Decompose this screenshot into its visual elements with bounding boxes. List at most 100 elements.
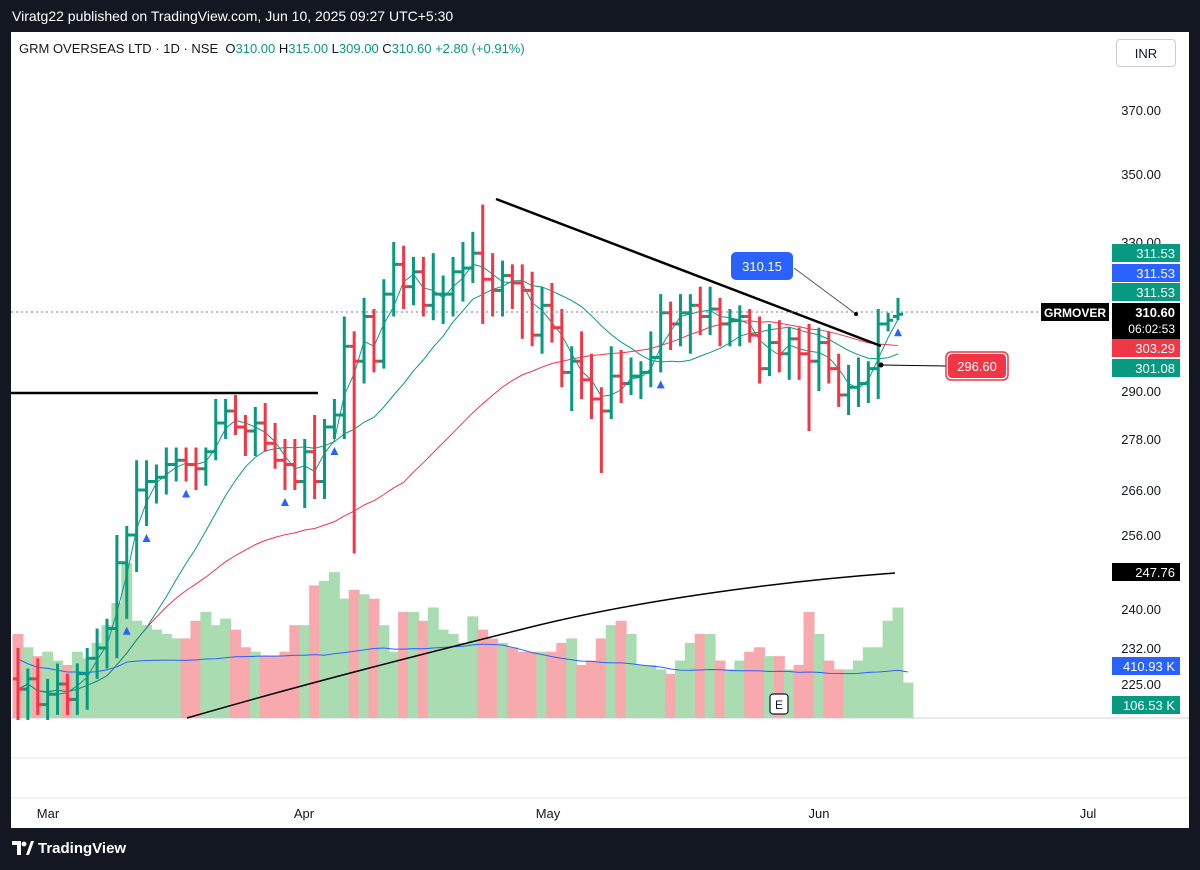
volume-bar bbox=[674, 660, 686, 718]
volume-bar bbox=[546, 651, 558, 718]
signal-triangle-icon bbox=[142, 534, 151, 542]
volume-bar bbox=[585, 660, 597, 718]
volume-bar bbox=[556, 642, 568, 718]
sma-fast-c-badge-bg bbox=[1112, 283, 1180, 301]
callout-box-1 bbox=[731, 252, 793, 280]
volume-bar bbox=[872, 647, 884, 718]
volume-bar bbox=[279, 651, 291, 718]
volume-bar bbox=[269, 656, 281, 718]
legend-high-value: 315.00 bbox=[288, 41, 329, 56]
volume-bar bbox=[615, 620, 627, 718]
legend-high-label: H bbox=[278, 41, 289, 56]
volume-bar bbox=[220, 618, 232, 718]
volume-bar bbox=[843, 669, 855, 718]
volume-bar bbox=[823, 660, 835, 718]
sma-long-badge-bg bbox=[1112, 563, 1180, 581]
price-chart[interactable]: 310.15296.60E370.00350.00330.00290.00278… bbox=[11, 32, 1189, 828]
volume-ma-badge-bg bbox=[1112, 657, 1180, 675]
legend-low-value: 309.00 bbox=[338, 41, 379, 56]
volume-bar bbox=[417, 620, 429, 718]
volume-badge-bg bbox=[1112, 696, 1180, 714]
legend-close-value: 310.60 bbox=[391, 41, 432, 56]
price-tick-label: 225.00 bbox=[1121, 677, 1161, 692]
callout-leader-2 bbox=[880, 364, 947, 367]
volume-bar bbox=[754, 647, 766, 718]
volume-bar bbox=[101, 625, 113, 718]
sma-mid-badge: 303.29 bbox=[1135, 341, 1175, 356]
volume-bar bbox=[190, 620, 202, 718]
volume-bar bbox=[773, 656, 785, 718]
volume-bar bbox=[477, 629, 489, 718]
time-tick-label: Mar bbox=[37, 806, 60, 821]
volume-badge: 106.53 K bbox=[1123, 698, 1175, 713]
volume-bar bbox=[150, 629, 162, 718]
volume-bar bbox=[338, 598, 350, 718]
volume-bar bbox=[91, 642, 103, 718]
volume-bar bbox=[259, 656, 271, 718]
descending-trendline bbox=[495, 197, 882, 348]
volume-bar bbox=[724, 669, 736, 718]
volume-bar bbox=[576, 664, 588, 718]
volume-bar bbox=[319, 580, 331, 718]
volume-bar bbox=[121, 563, 133, 718]
signal-triangle-icon bbox=[894, 328, 902, 337]
volume-ma-line bbox=[17, 643, 908, 675]
time-tick-label: May bbox=[536, 806, 561, 821]
volume-bar bbox=[230, 629, 242, 718]
volume-bar bbox=[536, 651, 548, 718]
volume-bar bbox=[902, 682, 914, 718]
signal-triangle-icon bbox=[330, 447, 339, 455]
volume-bar bbox=[566, 638, 578, 718]
volume-bar bbox=[813, 634, 825, 718]
volume-bar bbox=[496, 642, 508, 718]
publisher-bar: Viratg22 published on TradingView.com, J… bbox=[0, 0, 1200, 32]
price-tick-label: 256.00 bbox=[1121, 528, 1161, 543]
volume-bar bbox=[684, 642, 696, 718]
price-tick-label: 290.00 bbox=[1121, 384, 1161, 399]
volume-bar bbox=[131, 620, 143, 718]
legend-change: +2.80 (+0.91%) bbox=[435, 41, 525, 56]
volume-bar bbox=[744, 651, 756, 718]
sma-20-badge: 301.08 bbox=[1135, 361, 1175, 376]
volume-bar bbox=[862, 647, 874, 718]
volume-bar bbox=[378, 625, 390, 718]
price-tick-label: 266.00 bbox=[1121, 483, 1161, 498]
sma-long-line bbox=[186, 572, 896, 719]
volume-bar bbox=[655, 669, 667, 718]
volume-bar bbox=[793, 664, 805, 718]
volume-bar bbox=[210, 625, 222, 718]
volume-bar bbox=[309, 585, 321, 718]
price-tick-label: 232.00 bbox=[1121, 641, 1161, 656]
sma-fast-b-badge: 311.53 bbox=[1136, 266, 1175, 281]
signal-triangle-icon bbox=[122, 626, 131, 635]
volume-bar bbox=[526, 651, 538, 718]
volume-bar bbox=[398, 611, 410, 718]
volume-bar bbox=[457, 642, 469, 718]
volume-bar bbox=[852, 660, 864, 718]
signal-triangle-icon bbox=[182, 489, 191, 498]
volume-bar bbox=[299, 625, 311, 718]
volume-bar bbox=[645, 664, 657, 718]
volume-bar bbox=[368, 598, 380, 718]
volume-bar bbox=[348, 589, 360, 718]
time-tick-label: Jun bbox=[809, 806, 830, 821]
last-price-badge: 310.60 bbox=[1135, 305, 1175, 320]
volume-bar bbox=[437, 629, 449, 718]
earnings-marker-box bbox=[769, 693, 789, 715]
countdown-badge: 06:02:53 bbox=[1128, 322, 1175, 336]
chart-panel[interactable]: 310.15 296.60 E 370.00 350.00 330.00 290.00 278… bbox=[11, 32, 1189, 828]
symbol-tag: GRMOVER bbox=[1044, 306, 1106, 320]
earnings-marker-text: E bbox=[775, 698, 783, 712]
sma-fast-c-badge: 311.53 bbox=[1136, 285, 1175, 300]
currency-button[interactable]: INR bbox=[1116, 39, 1176, 67]
volume-bar bbox=[882, 620, 894, 718]
volume-bar bbox=[783, 669, 795, 718]
volume-bar bbox=[605, 625, 617, 718]
publisher-line: Viratg22 published on TradingView.com, J… bbox=[12, 8, 454, 24]
volume-bar bbox=[200, 611, 212, 718]
callout-anchor-2 bbox=[878, 362, 884, 368]
volume-bar bbox=[892, 607, 904, 718]
sma-fast-a-badge-bg bbox=[1112, 244, 1180, 262]
volume-bar bbox=[625, 634, 637, 718]
price-tick-label: 278.00 bbox=[1121, 432, 1161, 447]
